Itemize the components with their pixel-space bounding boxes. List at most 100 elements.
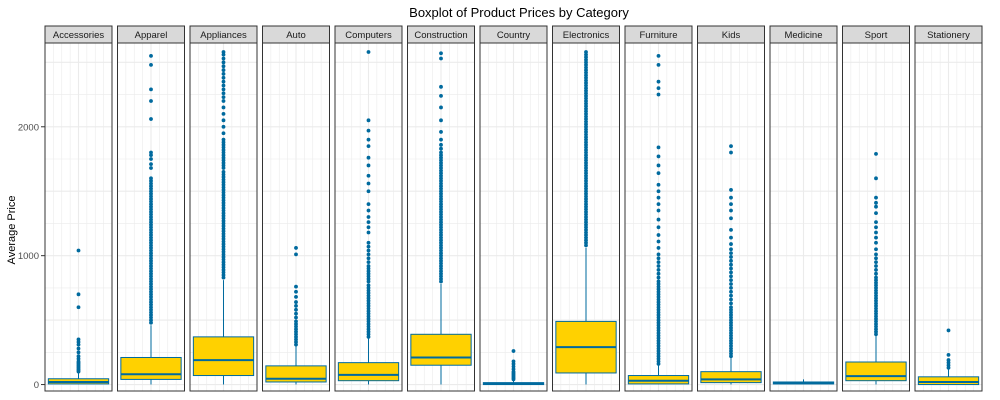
outlier-point: [149, 53, 153, 58]
outlier-point: [656, 154, 661, 159]
outlier-point: [874, 220, 878, 225]
box-iqr: [917, 376, 980, 386]
outlier-point: [221, 87, 226, 92]
outlier-point: [656, 252, 661, 257]
outlier-point: [874, 267, 878, 272]
outlier-point: [439, 150, 443, 155]
outlier-point: [366, 128, 371, 133]
facet-panel-sport: Sport: [842, 25, 910, 392]
facet-strip-label: Auto: [286, 30, 306, 41]
outlier-point: [221, 64, 226, 69]
outlier-point: [729, 274, 733, 279]
panel-border: [189, 42, 258, 392]
outlier-point: [729, 297, 733, 302]
outlier-point: [511, 349, 516, 353]
outlier-point: [366, 144, 371, 149]
outlier-point: [366, 137, 371, 142]
outlier-point: [294, 311, 298, 316]
outlier-point: [439, 146, 443, 151]
outlier-point: [76, 305, 81, 310]
outlier-point: [729, 305, 733, 310]
panel-border: [262, 42, 330, 392]
outlier-point: [366, 230, 371, 235]
outlier-point: [76, 292, 81, 297]
outlier-point: [439, 51, 443, 56]
outlier-point: [221, 75, 226, 80]
facet-strip-label: Apparel: [135, 30, 168, 41]
outlier-point: [656, 145, 661, 150]
outlier-point: [366, 189, 371, 194]
facet-strip-label: Electronics: [563, 30, 610, 41]
outlier-point: [874, 230, 878, 235]
outlier-point: [366, 181, 371, 186]
outlier-point: [221, 99, 226, 103]
outlier-point: [874, 275, 878, 280]
panel-border: [697, 42, 765, 392]
outlier-point: [874, 240, 878, 245]
box-iqr: [120, 356, 182, 380]
outlier-point: [366, 225, 371, 230]
facet-panel-auto: Auto: [262, 25, 330, 392]
chart-title: Boxplot of Product Prices by Category: [409, 5, 629, 20]
outlier-point: [366, 283, 371, 288]
panel-border: [407, 42, 475, 392]
facet-panel-apparel: Apparel: [117, 25, 185, 392]
outlier-point: [874, 204, 878, 209]
outlier-point: [366, 252, 371, 257]
box-iqr: [337, 362, 400, 382]
outlier-point: [729, 278, 733, 283]
outlier-point: [149, 166, 153, 170]
outlier-point: [874, 260, 878, 265]
outlier-point: [729, 255, 733, 259]
facet-strip-label: Accessories: [53, 30, 104, 41]
outlier-point: [729, 293, 733, 298]
outlier-point: [656, 63, 661, 67]
facet-strip-label: Construction: [414, 30, 467, 41]
facet-strip-label: Kids: [722, 30, 741, 41]
outlier-point: [729, 266, 733, 271]
outlier-point: [294, 319, 298, 324]
outlier-point: [656, 225, 661, 230]
outlier-point: [656, 208, 661, 213]
outlier-point: [729, 195, 733, 200]
outlier-point: [874, 247, 878, 252]
outlier-point: [874, 195, 878, 200]
outlier-point: [221, 95, 226, 100]
outlier-point: [729, 289, 733, 294]
y-axis-label: Average Price: [6, 196, 18, 265]
outlier-point: [294, 289, 298, 294]
outlier-point: [366, 215, 371, 219]
panel-border: [552, 42, 620, 392]
outlier-point: [366, 202, 371, 207]
outlier-point: [294, 246, 298, 250]
facet-panel-kids: Kids: [697, 25, 765, 392]
panel-border: [842, 42, 910, 392]
outlier-point: [221, 50, 226, 54]
outlier-point: [149, 99, 153, 103]
facet-strip-label: Furniture: [639, 30, 677, 41]
outlier-point: [729, 202, 733, 207]
outlier-point: [439, 84, 443, 89]
outlier-point: [656, 53, 661, 58]
box-iqr: [410, 333, 472, 366]
outlier-point: [221, 56, 226, 61]
panel-border: [769, 42, 838, 392]
outlier-point: [874, 176, 878, 181]
outlier-point: [149, 157, 153, 161]
outlier-point: [439, 142, 443, 147]
outlier-point: [729, 251, 733, 255]
outlier-point: [149, 162, 153, 167]
outlier-point: [729, 258, 733, 263]
outlier-point: [656, 279, 661, 284]
outlier-point: [729, 242, 733, 246]
outlier-point: [874, 256, 878, 261]
box-iqr: [192, 336, 255, 377]
outlier-point: [366, 173, 371, 178]
facet-panel-appliances: Appliances: [189, 25, 258, 392]
outlier-point: [729, 227, 733, 232]
y-tick-label: 1000: [18, 251, 39, 262]
panel-border: [624, 42, 693, 392]
outlier-point: [946, 328, 951, 333]
outlier-point: [439, 130, 443, 134]
